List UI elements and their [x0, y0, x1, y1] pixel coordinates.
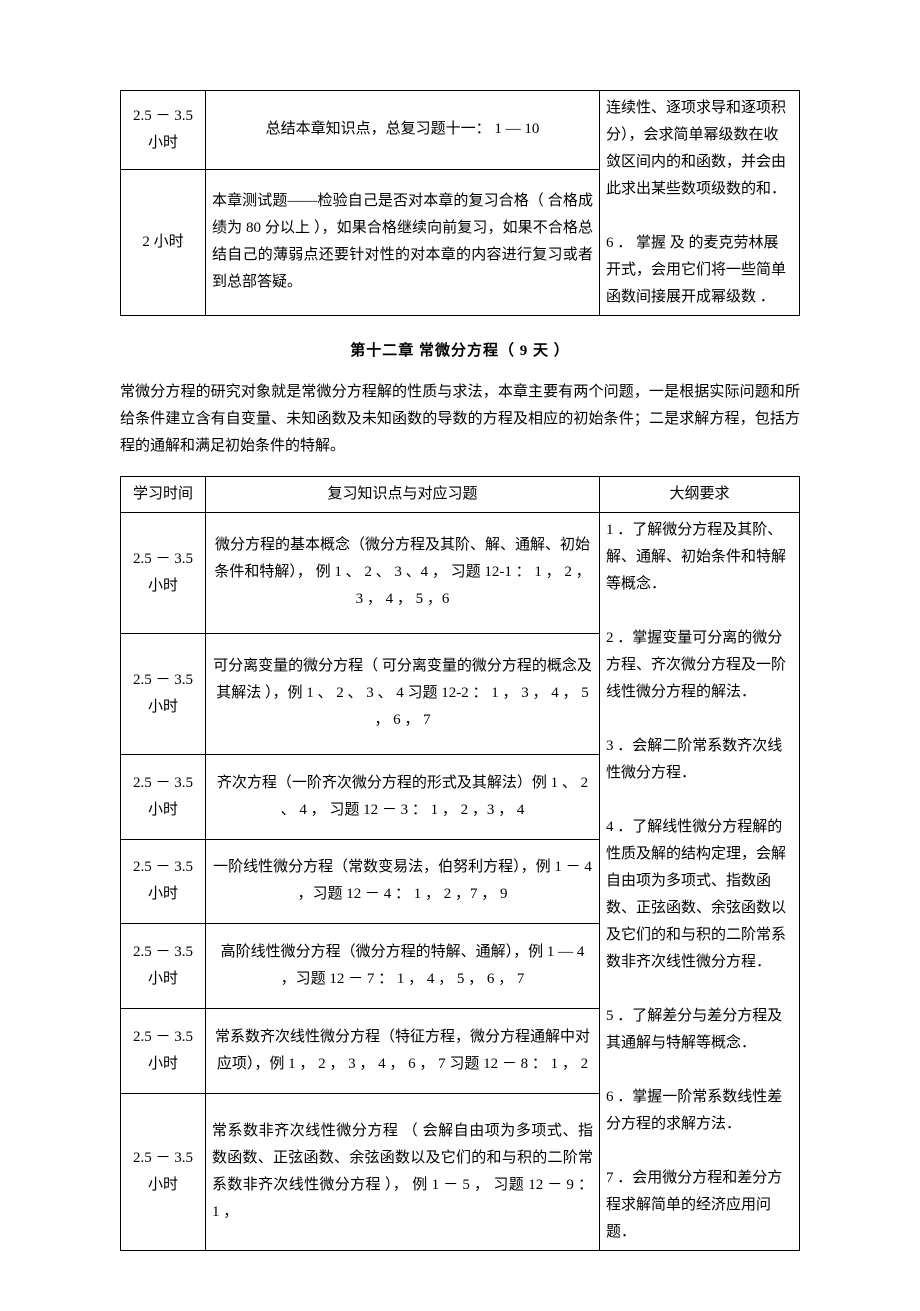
cell-req: 1 ．了解微分方程及其阶、解、通解、初始条件和特解等概念． 2 ．掌握变量可分离…	[600, 513, 800, 1251]
cell-time: 2.5 － 3.5 小时	[121, 754, 206, 839]
cell-content: 高阶线性微分方程（微分方程的特解、通解），例 1 — 4 ，习题 12 － 7 …	[206, 924, 600, 1009]
header-content: 复习知识点与对应习题	[206, 477, 600, 513]
cell-time: 2.5 － 3.5 小时	[121, 513, 206, 634]
chapter-intro: 常微分方程的研究对象就是常微分方程解的性质与求法，本章主要有两个问题，一是根据实…	[120, 379, 800, 460]
cell-content: 常系数非齐次线性微分方程 （ 会解自由项为多项式、指数函数、正弦函数、余弦函数以…	[206, 1093, 600, 1250]
header-req: 大纲要求	[600, 477, 800, 513]
table-row: 2.5 － 3.5 小时 微分方程的基本概念（微分方程及其阶、解、通解、初始条件…	[121, 513, 800, 634]
header-time: 学习时间	[121, 477, 206, 513]
cell-req: 连续性、逐项求导和逐项积分），会求简单幂级数在收敛区间内的和函数，并会由此求出某…	[600, 91, 800, 316]
cell-content: 微分方程的基本概念（微分方程及其阶、解、通解、初始条件和特解）， 例 1 、 2…	[206, 513, 600, 634]
table-row: 2.5 － 3.5 小时 总结本章知识点，总复习题十一： 1 — 10 连续性、…	[121, 91, 800, 170]
cell-content: 一阶线性微分方程（常数变易法，伯努利方程），例 1 － 4 ，习题 12 － 4…	[206, 839, 600, 924]
cell-time: 2.5 － 3.5 小时	[121, 91, 206, 170]
cell-time: 2.5 － 3.5 小时	[121, 1009, 206, 1094]
cell-content: 总结本章知识点，总复习题十一： 1 — 10	[206, 91, 600, 170]
cell-content: 齐次方程（一阶齐次微分方程的形式及其解法）例 1 、 2 、 4 ， 习题 12…	[206, 754, 600, 839]
cell-time: 2.5 － 3.5 小时	[121, 839, 206, 924]
table-ch11-continued: 2.5 － 3.5 小时 总结本章知识点，总复习题十一： 1 — 10 连续性、…	[120, 90, 800, 316]
table-ch12: 学习时间 复习知识点与对应习题 大纲要求 2.5 － 3.5 小时 微分方程的基…	[120, 476, 800, 1251]
cell-time: 2.5 － 3.5 小时	[121, 633, 206, 754]
cell-time: 2.5 － 3.5 小时	[121, 924, 206, 1009]
chapter-title: 第十二章 常微分方程（ 9 天 ）	[120, 338, 800, 365]
table-header-row: 学习时间 复习知识点与对应习题 大纲要求	[121, 477, 800, 513]
cell-time: 2.5 － 3.5 小时	[121, 1093, 206, 1250]
cell-content: 常系数齐次线性微分方程（特征方程，微分方程通解中对应项），例 1 ， 2 ， 3…	[206, 1009, 600, 1094]
cell-time: 2 小时	[121, 169, 206, 315]
cell-content: 本章测试题——检验自己是否对本章的复习合格（ 合格成绩为 80 分以上 ），如果…	[206, 169, 600, 315]
cell-content: 可分离变量的微分方程（ 可分离变量的微分方程的概念及其解法 ），例 1 、 2 …	[206, 633, 600, 754]
